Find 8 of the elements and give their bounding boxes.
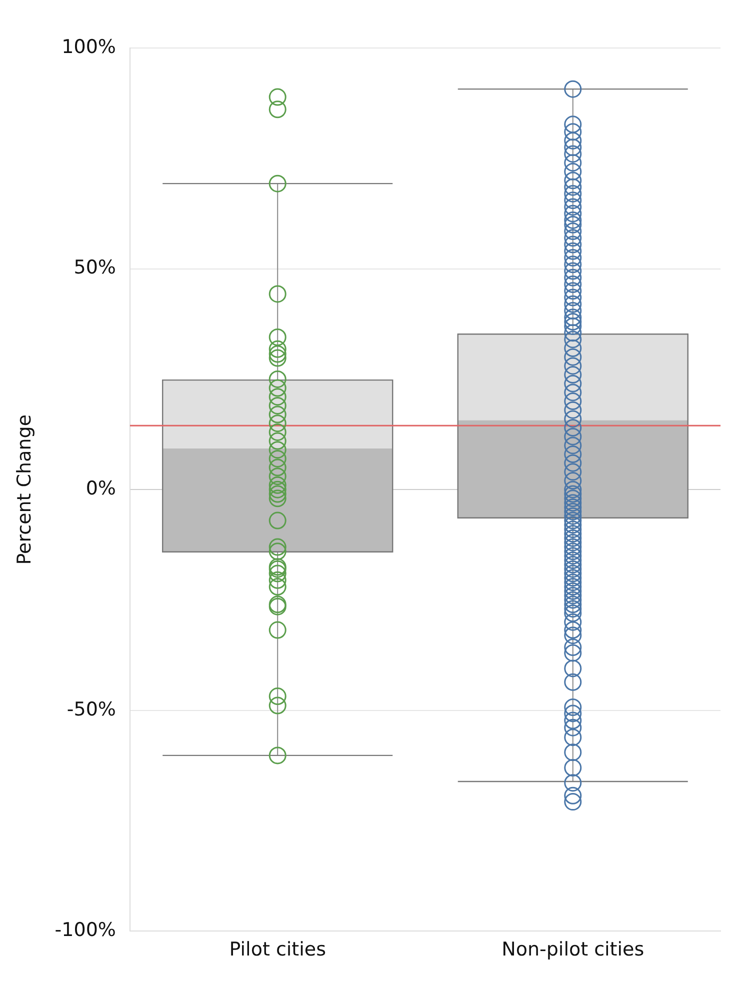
y-tick-label: 100% [62, 36, 116, 58]
y-tick-label: -100% [54, 919, 116, 942]
y-tick-label: -50% [66, 698, 116, 720]
y-axis-title: Percent Change [13, 414, 36, 565]
y-tick-label: 50% [74, 256, 116, 279]
y-tick-label: 0% [86, 478, 116, 500]
x-tick-label: Pilot cities [229, 938, 326, 961]
x-tick-label: Non-pilot cities [502, 938, 644, 961]
